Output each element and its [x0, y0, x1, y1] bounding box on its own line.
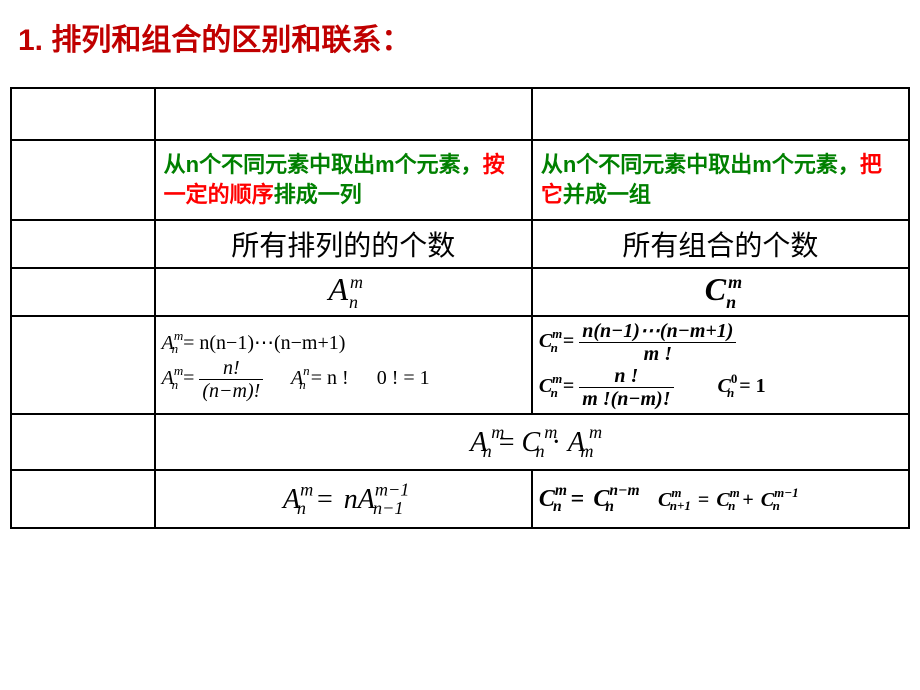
property-label-cell: [11, 470, 155, 528]
relation-row: Amn = Cmn · Amm: [11, 414, 909, 470]
symbol-A: Am n: [155, 268, 532, 316]
count-label-cell: [11, 220, 155, 268]
count-combination: 所有组合的个数: [532, 220, 909, 268]
symbol-row: Am n Cm n: [11, 268, 909, 316]
header-blank-2: [532, 88, 909, 140]
formula-arrangement: Amn = n(n−1)⋯(n−m+1) Amn = n!(n−m)! Ann …: [155, 316, 532, 414]
def-arrangement: 从n个不同元素中取出m个元素，按一定的顺序排成一列: [155, 140, 532, 220]
relation-formula: Amn = Cmn · Amm: [155, 414, 909, 470]
def-comb-part1: 从n个不同元素中取出m个元素，: [541, 152, 860, 177]
definition-row: 从n个不同元素中取出m个元素，按一定的顺序排成一列 从n个不同元素中取出m个元素…: [11, 140, 909, 220]
header-blank-0: [11, 88, 155, 140]
count-row: 所有排列的的个数 所有组合的个数: [11, 220, 909, 268]
relation-label-cell: [11, 414, 155, 470]
table-header-row: [11, 88, 909, 140]
symbol-label-cell: [11, 268, 155, 316]
count-arrangement: 所有排列的的个数: [155, 220, 532, 268]
formula-row: Amn = n(n−1)⋯(n−m+1) Amn = n!(n−m)! Ann …: [11, 316, 909, 414]
def-label-cell: [11, 140, 155, 220]
formula-combination: Cmn = n(n−1)⋯(n−m+1)m ! Cmn = n !m !(n−m…: [532, 316, 909, 414]
def-arr-part2: 排成一列: [274, 182, 362, 207]
property-row: Amn = nAm−1n−1 Cmn = Cn−mn Cmn+1 = Cmn +: [11, 470, 909, 528]
def-combination: 从n个不同元素中取出m个元素，把它并成一组: [532, 140, 909, 220]
symbol-C: Cm n: [532, 268, 909, 316]
page-title: 1. 排列和组合的区别和联系：: [10, 15, 910, 59]
property-arrangement: Amn = nAm−1n−1: [155, 470, 532, 528]
property-combination: Cmn = Cn−mn Cmn+1 = Cmn + Cm−1n: [532, 470, 909, 528]
formula-label-cell: [11, 316, 155, 414]
def-arr-part1: 从n个不同元素中取出m个元素，: [164, 152, 483, 177]
def-comb-part2: 并成一组: [563, 182, 651, 207]
comparison-table: 从n个不同元素中取出m个元素，按一定的顺序排成一列 从n个不同元素中取出m个元素…: [10, 87, 910, 529]
header-blank-1: [155, 88, 532, 140]
